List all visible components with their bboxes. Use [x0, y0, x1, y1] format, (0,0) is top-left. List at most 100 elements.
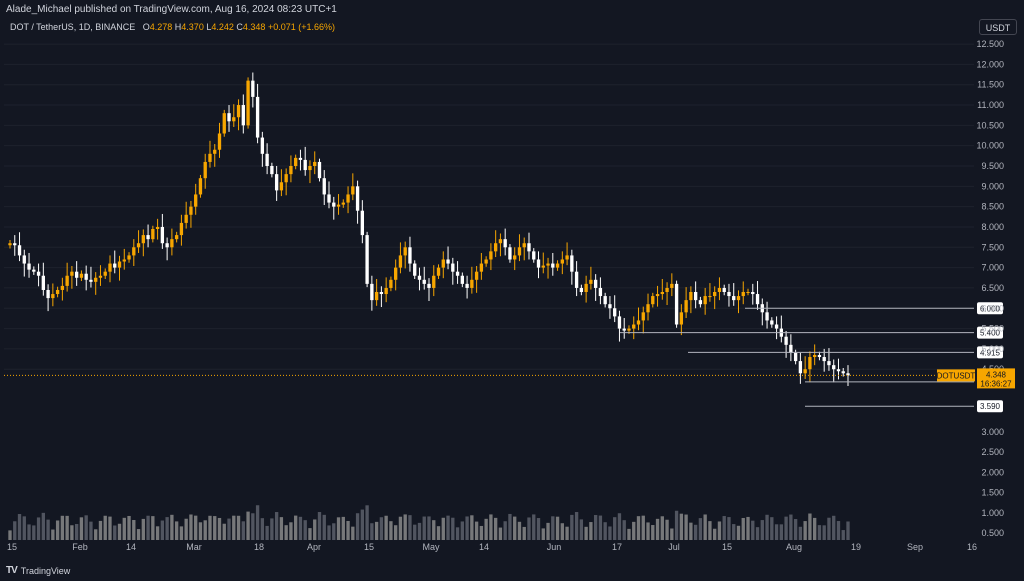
- candle-body: [493, 243, 498, 252]
- candle-body: [332, 202, 336, 207]
- volume-bar: [117, 523, 122, 540]
- volume-bar: [203, 520, 207, 540]
- tradingview-logo[interactable]: TV TradingView: [6, 565, 70, 576]
- candles: [8, 72, 850, 386]
- volume-bar: [255, 505, 260, 540]
- candle-body: [727, 292, 731, 297]
- candle-body: [165, 243, 169, 248]
- volume-bar: [313, 519, 317, 540]
- candle-body: [736, 296, 741, 301]
- candle-body: [284, 174, 288, 183]
- time-tick-label: 19: [851, 542, 861, 552]
- price-tick-label: 11.000: [977, 100, 1004, 110]
- time-tick-label: Aug: [786, 542, 802, 552]
- volume-bar: [579, 519, 584, 540]
- volume-bar: [755, 527, 760, 540]
- candle-body: [817, 355, 822, 358]
- candle-body: [265, 153, 269, 166]
- candle-body: [384, 287, 388, 295]
- candle-body: [74, 271, 79, 278]
- volume-bar: [527, 517, 531, 540]
- level-tag: [977, 400, 1003, 413]
- candle-body: [713, 292, 717, 297]
- time-tick-label: 17: [612, 542, 622, 552]
- volume-bar: [227, 518, 231, 540]
- volume-bar: [170, 514, 174, 540]
- volume-bar: [294, 515, 298, 540]
- volume-bar: [94, 529, 98, 540]
- price-tick-label: 5.500: [981, 324, 1004, 334]
- volume-bar: [55, 520, 60, 540]
- volume-bar: [179, 526, 184, 540]
- candle-body: [598, 287, 603, 297]
- volume-bar: [265, 525, 269, 540]
- candle-body: [32, 269, 36, 272]
- volume-bar: [13, 521, 17, 540]
- volume-bar: [460, 521, 464, 540]
- volume-bar: [651, 525, 655, 540]
- time-tick-label: 14: [126, 542, 136, 552]
- time-tick-label: 15: [722, 542, 732, 552]
- symbol-tag-label: DOTUSDT: [937, 371, 976, 380]
- candle-body: [151, 229, 155, 240]
- volume-bar: [517, 521, 522, 540]
- volume-bar: [236, 515, 241, 540]
- candle-body: [498, 239, 503, 244]
- time-tick-label: Sep: [907, 542, 923, 552]
- volume-bar: [465, 516, 469, 540]
- price-tag-label: 4.348: [986, 370, 1007, 379]
- ohlc-legend: DOT / TetherUS, 1D, BINANCE O4.278 H4.37…: [10, 22, 335, 32]
- volume-bar: [217, 517, 222, 540]
- volume-bar: [827, 517, 831, 540]
- candle-body: [451, 263, 455, 272]
- candle-body: [470, 279, 474, 288]
- candle-body: [846, 373, 850, 376]
- volume-bar: [603, 522, 607, 540]
- volume-bar: [260, 518, 265, 540]
- volume-bar: [555, 516, 560, 540]
- candle-body: [294, 157, 298, 166]
- candle-body: [798, 361, 803, 374]
- candle-body: [689, 292, 693, 301]
- level-tag: [977, 326, 1003, 339]
- volume-bar: [317, 512, 322, 540]
- candle-body: [117, 261, 122, 268]
- volume-bar: [684, 514, 688, 540]
- price-axis[interactable]: 12.500 12.000 11.500 11.000 10.500 10.000 9.50…: [976, 39, 1004, 538]
- candle-body: [674, 283, 679, 325]
- volume-bar: [194, 515, 198, 540]
- candle-body: [627, 328, 631, 331]
- volume-bar: [303, 520, 307, 540]
- volume-bar: [408, 515, 412, 540]
- candle-body: [741, 292, 745, 297]
- candle-body: [474, 271, 479, 280]
- candle-body: [370, 283, 374, 301]
- candle-body: [170, 239, 174, 248]
- volume-bar: [632, 521, 636, 540]
- volume-bar: [298, 516, 303, 540]
- candle-body: [251, 80, 255, 97]
- volume-bar: [60, 515, 65, 540]
- volume-bar: [232, 515, 236, 540]
- candle-body: [389, 279, 393, 288]
- volume-bar: [332, 523, 336, 540]
- candle-body: [413, 263, 417, 276]
- volume-bar: [660, 516, 664, 540]
- volume-tick-label: 3.000: [981, 427, 1004, 437]
- volume-bar: [674, 510, 679, 540]
- currency-button[interactable]: USDT: [979, 19, 1017, 35]
- volume-bar: [451, 517, 455, 540]
- candle-body: [722, 287, 726, 292]
- volume-bar: [122, 517, 126, 540]
- candle-body: [517, 247, 522, 256]
- price-tick-label: 10.000: [976, 141, 1004, 151]
- candle-body: [127, 255, 131, 260]
- time-axis[interactable]: 15 Feb 14 Mar 18 Apr 15 May 14 Jun 17 Jul 15 Aug 19 Sep…: [7, 542, 977, 552]
- volume-bar: [46, 519, 50, 540]
- volume-bar: [198, 522, 203, 540]
- candle-body: [479, 263, 484, 272]
- volume-bar: [808, 513, 812, 540]
- volume-tick-label: 2.500: [981, 447, 1004, 457]
- volume-bar: [413, 524, 417, 540]
